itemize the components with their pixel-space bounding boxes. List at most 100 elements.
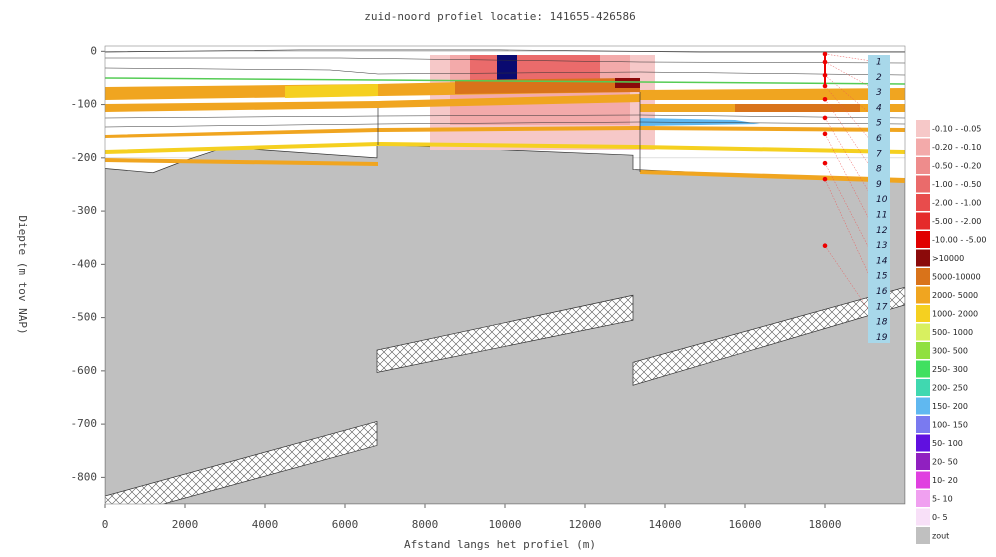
legend-label: 50- 100 [932,439,963,448]
layer-label: 19 [876,333,888,343]
legend-swatch [916,175,930,193]
legend-swatch [916,268,930,285]
layer-label: 11 [876,211,887,221]
layer-label: 7 [876,149,882,159]
y-tick-label: -700 [71,417,98,430]
plot-area [105,46,905,504]
y-tick-label: -300 [71,204,98,217]
well-marker [822,176,828,182]
layer-label-column [868,55,890,343]
legend-swatch [916,434,930,452]
plot-frame [104,45,906,505]
well-marker [822,160,828,166]
layer-band [105,158,378,166]
legend-swatch [916,360,930,378]
y-tick-label: 0 [90,44,97,57]
legend-label: 20- 50 [932,458,958,467]
legend-swatch [916,527,930,544]
x-tick-label: 6000 [332,518,359,531]
legend-swatch [916,508,930,526]
x-tick-label: 10000 [488,518,521,531]
legend-swatch [916,323,930,341]
layer-band [105,142,905,154]
legend-swatch [916,490,930,507]
y-tick-label: -600 [71,364,98,377]
legend-swatch [916,157,930,174]
layer-label: 15 [876,272,888,282]
legend-label: 1000- 2000 [932,310,978,319]
x-tick-label: 8000 [412,518,439,531]
legend-swatch [916,379,930,396]
legend-swatch [916,231,930,248]
legend-label: 100- 150 [932,421,968,430]
layer-line [105,121,905,128]
x-tick-label: 14000 [648,518,681,531]
legend-label: 5000-10000 [932,273,981,282]
layer-label: 16 [876,287,888,297]
layer-label: 8 [876,165,882,175]
y-tick-label: -100 [71,98,98,111]
legend-label: -0.10 - -0.05 [932,125,981,134]
well-marker [822,96,828,102]
x-tick-label: 12000 [568,518,601,531]
layer-line [105,114,905,119]
legend-swatch [916,416,930,433]
legend-swatch [916,249,930,267]
y-axis-label: Diepte (m tov NAP) [16,215,29,334]
layer-label: 13 [876,241,888,251]
legend-swatch [916,286,930,304]
legend-label: 500- 1000 [932,328,973,337]
layer-label: 5 [876,119,882,129]
layer-label: 18 [876,318,888,328]
legend-swatch [916,342,930,359]
legend-label: 10- 20 [932,476,958,485]
x-axis-label: Afstand langs het profiel (m) [404,538,596,551]
legend-swatch [916,305,930,322]
anomaly-core [497,55,517,80]
well-link [824,117,879,208]
legend-swatch [916,120,930,137]
layer-line [105,67,905,76]
legend-label: 5- 10 [932,495,953,504]
axes: 0 -100 -200 -300 -400 -500 -600 -700 -800 0 2000 40… [71,44,906,531]
legend-label: >10000 [932,254,964,263]
layer-band [640,88,905,100]
x-tick-label: 2000 [172,518,199,531]
legend: -0.10 - -0.05 -0.20 - -0.10 -0.50 - -0.20 -… [916,120,986,544]
layer-label: 14 [876,256,888,266]
legend-swatch [916,453,930,470]
legend-swatch [916,194,930,211]
x-tick-label: 0 [102,518,109,531]
legend-swatch [916,212,930,230]
layer-band [615,78,640,88]
legend-label: 300- 500 [932,347,968,356]
layer-band [285,84,378,98]
y-tick-label: -200 [71,151,98,164]
legend-label: 0- 5 [932,513,948,522]
layer-label: 17 [876,302,888,312]
legend-label: -0.20 - -0.10 [932,143,981,152]
layer-label: 3 [876,88,882,98]
legend-label: -0.50 - -0.20 [932,162,981,171]
layer-label: 4 [876,103,882,113]
x-tick-label: 18000 [808,518,841,531]
layer-label: 9 [876,180,882,190]
well-marker [822,243,828,249]
layer-band [640,170,905,183]
layer-band [105,94,640,112]
well-link [824,61,879,92]
well-marker [822,115,828,121]
legend-label: -1.00 - -0.50 [932,180,981,189]
legend-label: -5.00 - -2.00 [932,217,981,226]
formation-layers [105,49,905,183]
legend-swatch [916,471,930,489]
salt-band [376,294,634,373]
salt-band [105,420,378,504]
legend-label: -2.00 - -1.00 [932,199,981,208]
legend-label: 200- 250 [932,384,968,393]
legend-label: zout [932,532,949,541]
layer-band [735,104,860,112]
geology [105,144,905,504]
